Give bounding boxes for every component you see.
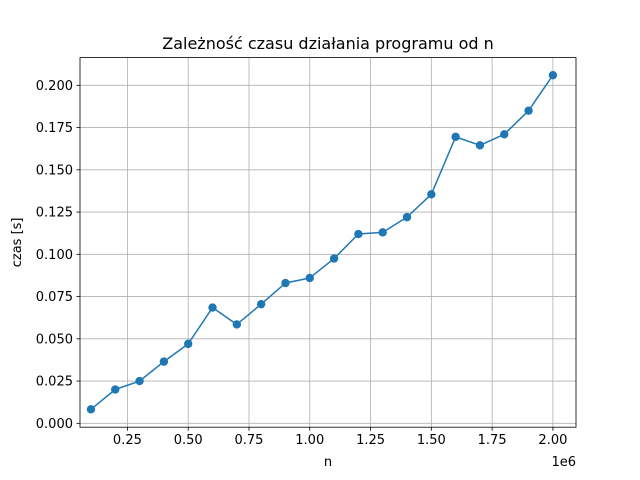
- data-point: [159, 357, 169, 366]
- axes-frame: [79, 57, 577, 428]
- data-point: [281, 278, 290, 288]
- data-point: [500, 130, 509, 139]
- x-tick-label: 1.00: [295, 433, 324, 448]
- data-point: [427, 190, 436, 199]
- data-point: [329, 254, 339, 263]
- data-point: [256, 299, 266, 309]
- x-tick-label: 0.25: [113, 433, 142, 448]
- y-axis-ticks: 0.000 0.025 0.050 0.075 0.100 0.125 0.150 0.175…: [36, 79, 80, 432]
- data-point: [111, 385, 120, 394]
- data-point: [208, 303, 217, 312]
- data-point: [402, 212, 412, 222]
- x-tick-label: 0.50: [174, 433, 203, 448]
- x-axis-offset-label: 1e6: [551, 455, 576, 470]
- data-point: [451, 132, 460, 142]
- x-tick-label: 0.75: [235, 433, 264, 448]
- x-axis-label: n: [324, 455, 332, 470]
- y-tick-label: 0.050: [36, 332, 73, 347]
- data-point: [232, 320, 242, 329]
- series-line: [90, 74, 554, 410]
- data-point: [135, 376, 144, 386]
- data-point: [305, 273, 314, 283]
- data-point: [183, 339, 193, 349]
- x-axis-ticks: 0.25 0.50 0.75 1.00 1.25 1.50 1.75 2.00: [113, 427, 567, 448]
- x-tick-label: 1.25: [356, 433, 385, 448]
- x-tick-label: 1.75: [478, 433, 507, 448]
- y-axis-label: czas [s]: [10, 218, 25, 268]
- x-tick-label: 1.50: [417, 433, 446, 448]
- y-tick-label: 0.200: [36, 79, 73, 94]
- data-point: [378, 228, 387, 237]
- y-tick-label: 0.000: [36, 417, 73, 432]
- y-tick-label: 0.150: [36, 163, 73, 178]
- y-tick-label: 0.125: [36, 206, 73, 221]
- grid: [80, 57, 576, 428]
- series-group: [86, 70, 558, 414]
- data-point: [548, 70, 558, 80]
- y-tick-label: 0.025: [36, 375, 73, 390]
- y-tick-label: 0.175: [36, 121, 73, 136]
- y-tick-label: 0.075: [36, 290, 73, 305]
- data-point: [354, 229, 363, 239]
- chart-title: Zależność czasu działania programu od n: [162, 34, 494, 53]
- data-point: [475, 141, 485, 150]
- y-tick-label: 0.100: [36, 248, 73, 263]
- data-point: [524, 106, 533, 115]
- x-tick-label: 2.00: [538, 433, 567, 448]
- data-point: [86, 405, 96, 414]
